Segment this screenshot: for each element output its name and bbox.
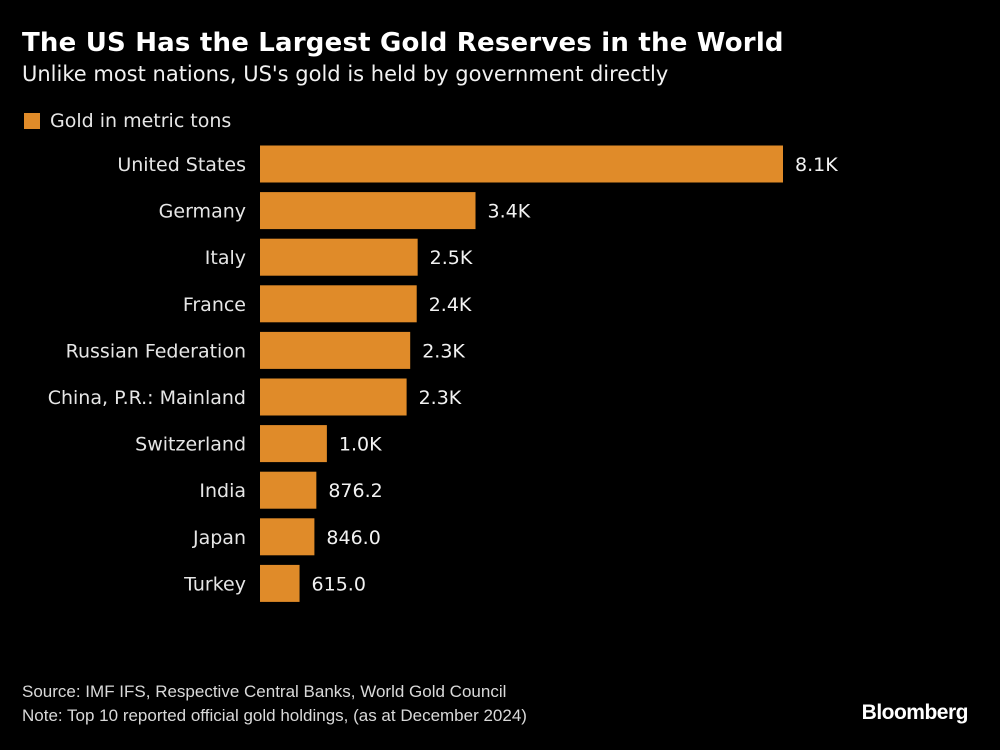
category-label: Japan [192,527,246,549]
bar [260,425,327,463]
data-label: 876.2 [328,480,382,502]
bar [260,145,783,183]
category-label: India [199,480,246,502]
category-label: Italy [205,247,246,269]
data-label: 615.0 [312,573,366,595]
category-label: Germany [159,201,246,223]
category-label: Turkey [183,573,246,595]
category-label: Russian Federation [66,340,246,362]
category-label: United States [117,154,246,176]
bar [260,331,411,369]
bar [260,518,315,556]
bar [260,238,418,276]
data-label: 2.3K [419,387,462,409]
bar [260,285,417,323]
data-label: 2.4K [429,294,472,316]
data-label: 2.5K [430,247,473,269]
bloomberg-logo: Bloomberg [861,701,969,724]
data-label: 3.4K [488,201,531,223]
category-label: France [183,294,246,316]
bar [260,471,317,509]
chart-title: The US Has the Largest Gold Reserves in … [22,28,784,58]
bar [260,192,476,230]
data-label: 8.1K [795,154,838,176]
data-label: 1.0K [339,434,382,456]
bar [260,564,300,602]
footnote: Note: Top 10 reported official gold hold… [22,706,527,725]
source-note: Source: IMF IFS, Respective Central Bank… [22,682,507,701]
legend: Gold in metric tons [24,110,231,132]
data-label: 846.0 [326,527,380,549]
category-label: Switzerland [135,434,246,456]
chart-subtitle: Unlike most nations, US's gold is held b… [22,62,669,86]
legend-label: Gold in metric tons [50,110,232,132]
data-label: 2.3K [422,340,465,362]
category-label: China, P.R.: Mainland [48,387,246,409]
legend-swatch [24,113,40,129]
bar [260,378,407,416]
